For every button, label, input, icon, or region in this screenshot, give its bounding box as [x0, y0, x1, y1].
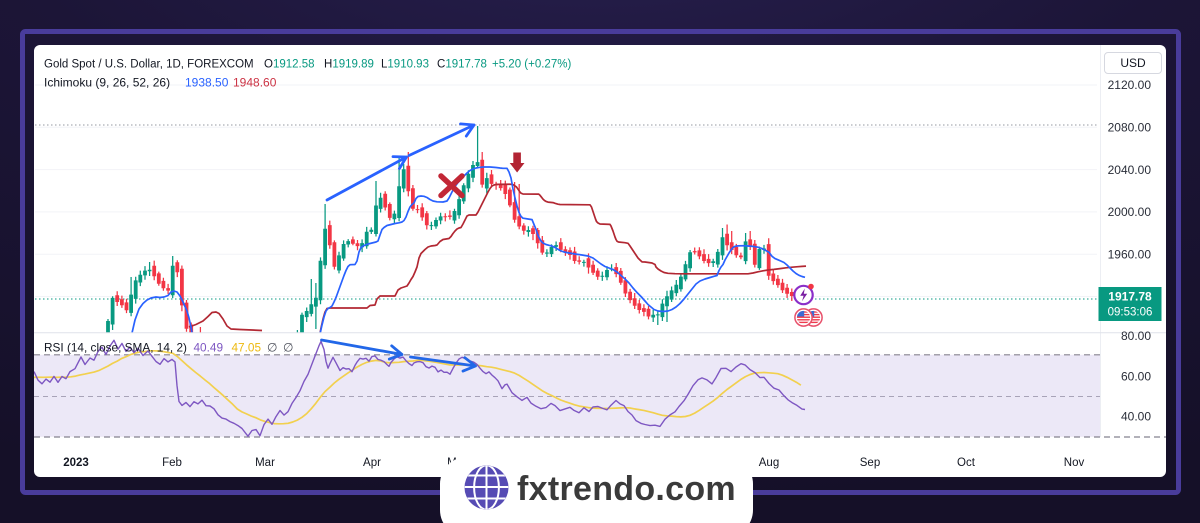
svg-text:USD: USD	[1120, 56, 1146, 70]
svg-text:2040.00: 2040.00	[1108, 163, 1152, 177]
svg-text:Oct: Oct	[957, 457, 976, 469]
svg-text:60.00: 60.00	[1121, 370, 1151, 384]
svg-text:Feb: Feb	[162, 457, 182, 469]
svg-text:1960.00: 1960.00	[1108, 247, 1152, 261]
svg-text:Sep: Sep	[860, 457, 880, 469]
svg-text:2023: 2023	[63, 457, 89, 469]
svg-text:Ichimoku (9, 26, 52, 26)1938.5: Ichimoku (9, 26, 52, 26) 1938.50 1948.60	[44, 76, 277, 90]
svg-text:RSI (14, close, SMA, 14, 2)40.: RSI (14, close, SMA, 14, 2) 40.49 47.05 ∅ ∅	[44, 341, 293, 355]
svg-text:40.00: 40.00	[1121, 410, 1151, 424]
svg-text:Nov: Nov	[1064, 457, 1085, 469]
svg-text:1917.78: 1917.78	[1108, 290, 1152, 304]
svg-text:Gold Spot / U.S. Dollar, 1D, F: Gold Spot / U.S. Dollar, 1D, FOREXCOM O19…	[44, 59, 571, 71]
svg-text:2120.00: 2120.00	[1108, 78, 1152, 92]
svg-text:2000.00: 2000.00	[1108, 205, 1152, 219]
svg-text:09:53:06: 09:53:06	[1108, 307, 1153, 319]
svg-text:Mar: Mar	[255, 457, 275, 469]
svg-text:Apr: Apr	[363, 457, 381, 469]
svg-text:80.00: 80.00	[1121, 329, 1151, 343]
svg-text:2080.00: 2080.00	[1108, 121, 1152, 135]
svg-text:Aug: Aug	[759, 457, 779, 469]
svg-text:fxtrendo.com: fxtrendo.com	[517, 470, 736, 508]
